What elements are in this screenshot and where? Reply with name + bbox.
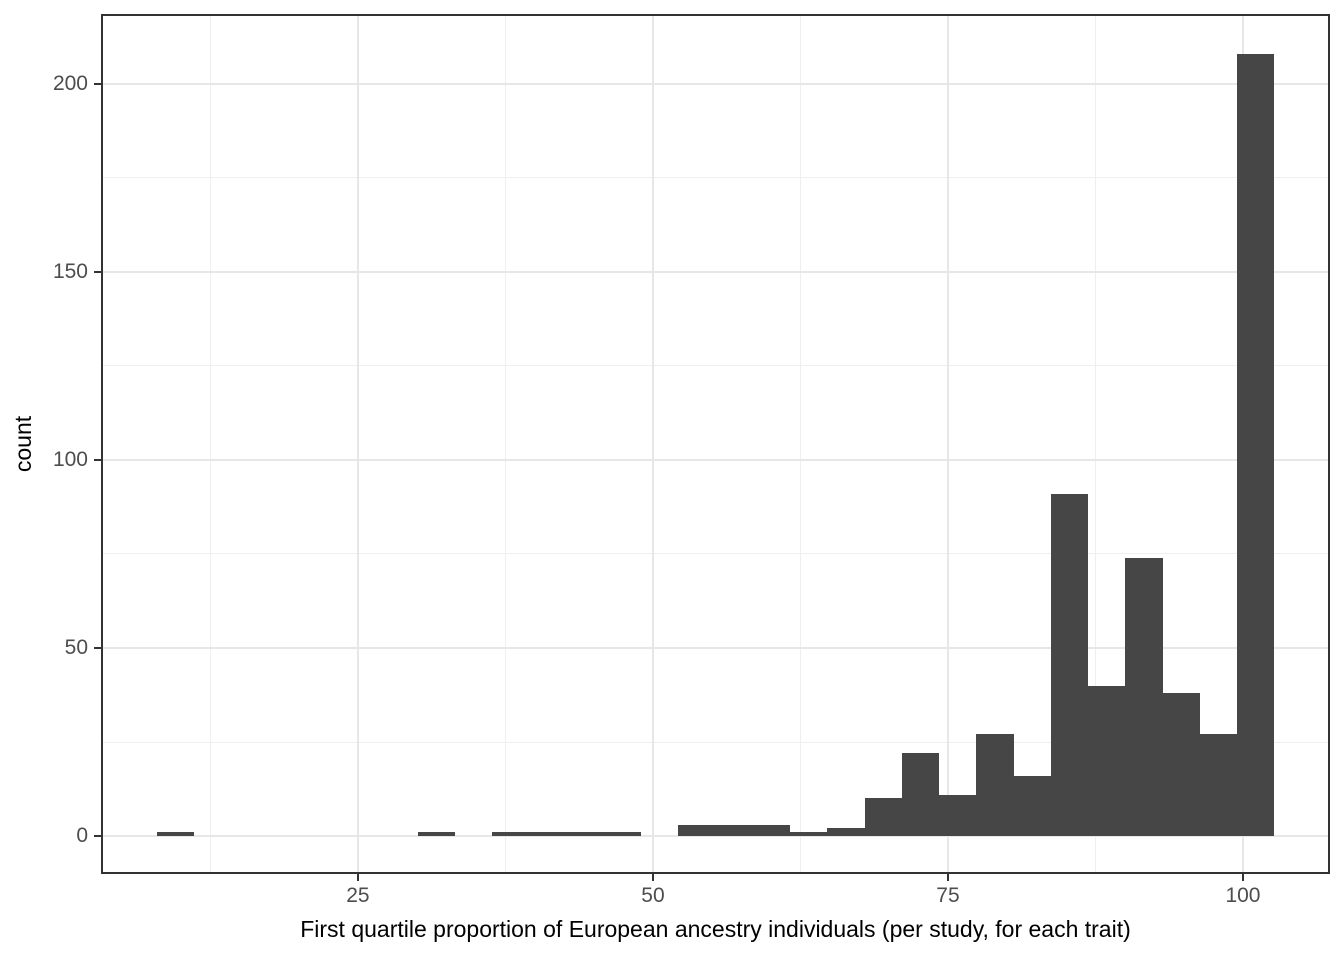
x-axis-title: First quartile proportion of European an… <box>300 916 1131 942</box>
histogram-bar <box>901 753 940 836</box>
histogram-bar <box>492 832 530 836</box>
histogram-bar <box>566 832 604 836</box>
histogram-bar <box>1125 557 1163 836</box>
histogram-bar <box>417 832 455 836</box>
y-tick-mark <box>94 835 102 837</box>
y-minor-gridline <box>102 177 1329 179</box>
y-tick-label: 100 <box>52 447 88 471</box>
y-major-gridline <box>102 270 1329 273</box>
histogram-bar <box>827 828 865 836</box>
plot-panel <box>102 15 1329 873</box>
y-tick-mark <box>94 270 102 273</box>
histogram-bar <box>678 824 716 836</box>
histogram-bar <box>1237 53 1275 836</box>
y-major-gridline <box>102 647 1329 649</box>
y-tick-label: 200 <box>52 71 88 95</box>
x-tick-mark <box>1241 873 1244 881</box>
y-major-gridline <box>102 458 1329 461</box>
histogram-bar <box>1013 775 1051 836</box>
histogram-bar <box>752 824 791 836</box>
y-major-gridline <box>102 82 1329 85</box>
x-minor-gridline <box>799 15 801 873</box>
histogram-bar <box>156 832 195 836</box>
histogram-bar <box>939 794 977 836</box>
histogram-bar <box>1050 493 1089 836</box>
histogram-bar <box>790 832 828 836</box>
x-tick-mark <box>356 873 359 881</box>
y-tick-label: 50 <box>64 636 88 659</box>
x-minor-gridline <box>504 15 506 873</box>
x-tick-mark <box>651 873 654 881</box>
histogram-bar <box>715 824 753 836</box>
x-tick-label: 100 <box>1225 884 1261 907</box>
histogram-bar <box>1162 693 1200 836</box>
histogram-bar <box>976 734 1014 836</box>
y-tick-label: 150 <box>52 259 88 283</box>
y-minor-gridline <box>102 553 1329 555</box>
x-minor-gridline <box>1094 15 1096 873</box>
y-tick-mark <box>94 82 102 85</box>
histogram-bar <box>864 798 902 836</box>
x-major-gridline <box>651 15 654 873</box>
x-major-gridline <box>356 15 359 873</box>
x-major-gridline <box>946 15 949 873</box>
x-tick-label: 25 <box>346 884 370 907</box>
histogram-bar <box>529 832 567 836</box>
histogram-bar <box>1199 734 1237 836</box>
histogram-bar <box>603 832 642 836</box>
y-minor-gridline <box>102 365 1329 367</box>
y-tick-mark <box>94 647 102 649</box>
y-minor-gridline <box>102 741 1329 743</box>
x-tick-mark <box>946 873 949 881</box>
x-tick-label: 75 <box>936 884 960 907</box>
y-tick-mark <box>94 458 102 461</box>
histogram-bar <box>1088 685 1126 836</box>
y-tick-label: 0 <box>76 824 88 847</box>
x-minor-gridline <box>209 15 211 873</box>
x-tick-label: 50 <box>641 884 665 907</box>
y-major-gridline <box>102 835 1329 837</box>
